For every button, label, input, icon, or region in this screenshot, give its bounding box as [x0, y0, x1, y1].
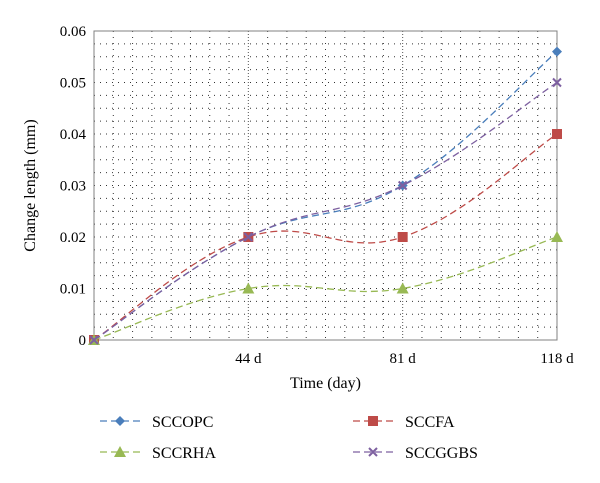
legend-entry-sccrha: SCCRHA [100, 445, 216, 462]
series-line [93, 236, 558, 341]
data-point [242, 282, 255, 294]
y-tick-label: 0.02 [60, 230, 86, 246]
data-point [396, 282, 409, 294]
data-point [552, 77, 562, 88]
series-sccfa [89, 129, 562, 345]
data-point [89, 335, 99, 345]
data-point [552, 46, 562, 57]
data-point [551, 231, 563, 242]
legend: SCCOPC SCCRHA SCCFA SCCGGBS [100, 414, 478, 462]
legend-label: SCCOPC [152, 414, 213, 431]
y-tick-label: 0.05 [60, 76, 86, 92]
data-point [397, 180, 408, 191]
data-point [243, 232, 254, 242]
series-line [93, 81, 558, 341]
x-axis-label: Time (day) [290, 375, 361, 392]
legend-label: SCCFA [405, 414, 455, 431]
legend-label: SCCRHA [152, 445, 216, 462]
x-axis-ticks: 44 d 81 d 118 d [235, 351, 574, 367]
y-axis-label: Change length (mm) [22, 119, 39, 251]
plot-area [93, 30, 558, 341]
series-line [93, 133, 558, 341]
series-sccggbs [89, 77, 562, 345]
legend-entry-sccfa: SCCFA [353, 414, 455, 431]
data-point [552, 129, 562, 139]
legend-entry-sccggbs: SCCGGBS [353, 445, 478, 462]
data-point [368, 447, 378, 457]
data-point [114, 446, 126, 457]
y-tick-label: 0.01 [60, 282, 86, 298]
y-tick-label: 0.04 [60, 127, 87, 143]
data-point [368, 416, 378, 426]
legend-entry-sccopc: SCCOPC [100, 414, 213, 431]
y-tick-label: 0.03 [60, 179, 86, 195]
data-point [397, 232, 408, 242]
y-tick-label: 0.06 [60, 24, 87, 40]
series-line [93, 51, 558, 341]
data-point [115, 416, 125, 426]
series-group [88, 46, 563, 345]
y-tick-label: 0 [79, 333, 87, 349]
x-tick-label: 118 d [540, 351, 574, 367]
x-tick-label: 44 d [235, 351, 262, 367]
x-tick-label: 81 d [390, 351, 417, 367]
y-axis-ticks: 0 0.01 0.02 0.03 0.04 0.05 0.06 [60, 24, 87, 349]
legend-label: SCCGGBS [405, 445, 478, 462]
grid [94, 31, 557, 340]
